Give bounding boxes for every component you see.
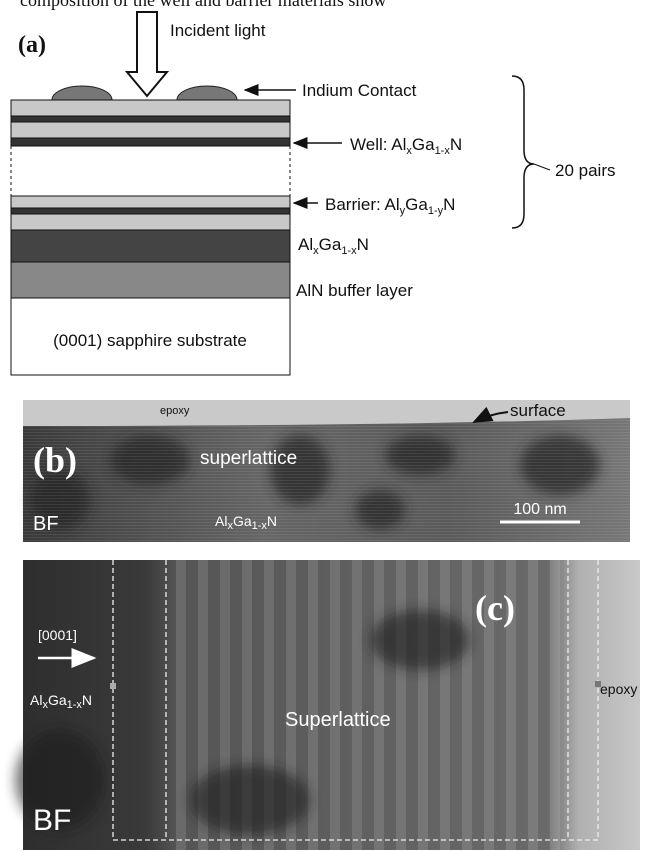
t: N bbox=[450, 135, 462, 154]
t: Ga bbox=[412, 135, 435, 154]
t: Ga bbox=[233, 513, 252, 529]
well-label: Well: AlxGa1-xN bbox=[350, 135, 462, 157]
panel-label: (a) bbox=[18, 32, 46, 58]
surface-label: surface bbox=[510, 401, 566, 420]
t: 1-x bbox=[341, 245, 357, 257]
scale-bar-label: 100 nm bbox=[513, 501, 566, 518]
t: 1-x bbox=[67, 699, 83, 711]
t: Barrier: Al bbox=[325, 195, 400, 214]
t: N bbox=[267, 513, 277, 529]
t: Al bbox=[30, 692, 42, 708]
t: N bbox=[443, 195, 455, 214]
marker bbox=[110, 683, 116, 689]
panel-label: (b) bbox=[33, 440, 77, 480]
t: Ga bbox=[405, 195, 428, 214]
panel-label: (c) bbox=[475, 588, 515, 628]
mode-label: BF bbox=[33, 513, 59, 535]
incident-light: Incident light bbox=[170, 21, 266, 40]
brace-tick bbox=[534, 164, 550, 170]
alloy-layer-label: AlxGa1-xN bbox=[298, 235, 369, 257]
mode-label: BF bbox=[33, 804, 71, 837]
buffer-layer-label: AlN buffer layer bbox=[296, 281, 413, 300]
t: Ga bbox=[319, 235, 342, 254]
incident-arrow bbox=[127, 12, 167, 96]
t: Ga bbox=[48, 692, 67, 708]
t: 1-y bbox=[428, 205, 444, 217]
caption-fragment: composition of the well and barrier mate… bbox=[20, 0, 386, 10]
indium-contact-label: Indium Contact bbox=[302, 81, 417, 100]
brace bbox=[512, 76, 534, 228]
tem-image-c bbox=[15, 560, 640, 850]
t: 1-x bbox=[252, 520, 268, 532]
t: N bbox=[357, 235, 369, 254]
barrier-label: Barrier: AlyGa1-yN bbox=[325, 195, 455, 217]
t: 1-x bbox=[435, 145, 451, 157]
direction-label: [0001] bbox=[38, 627, 77, 643]
t: N bbox=[82, 692, 92, 708]
t: Well: Al bbox=[350, 135, 406, 154]
pairs-label: 20 pairs bbox=[555, 161, 615, 180]
epoxy-label: epoxy bbox=[600, 681, 637, 697]
t: Al bbox=[215, 513, 227, 529]
indium-contact bbox=[177, 86, 237, 100]
substrate-label: (0001) sapphire substrate bbox=[53, 331, 247, 350]
superlattice-label: superlattice bbox=[200, 448, 297, 469]
epoxy-label: epoxy bbox=[160, 405, 190, 417]
indium-contact bbox=[52, 86, 112, 100]
t: Al bbox=[298, 235, 313, 254]
figure: composition of the well and barrier mate… bbox=[0, 0, 652, 852]
superlattice-label: Superlattice bbox=[285, 709, 391, 731]
